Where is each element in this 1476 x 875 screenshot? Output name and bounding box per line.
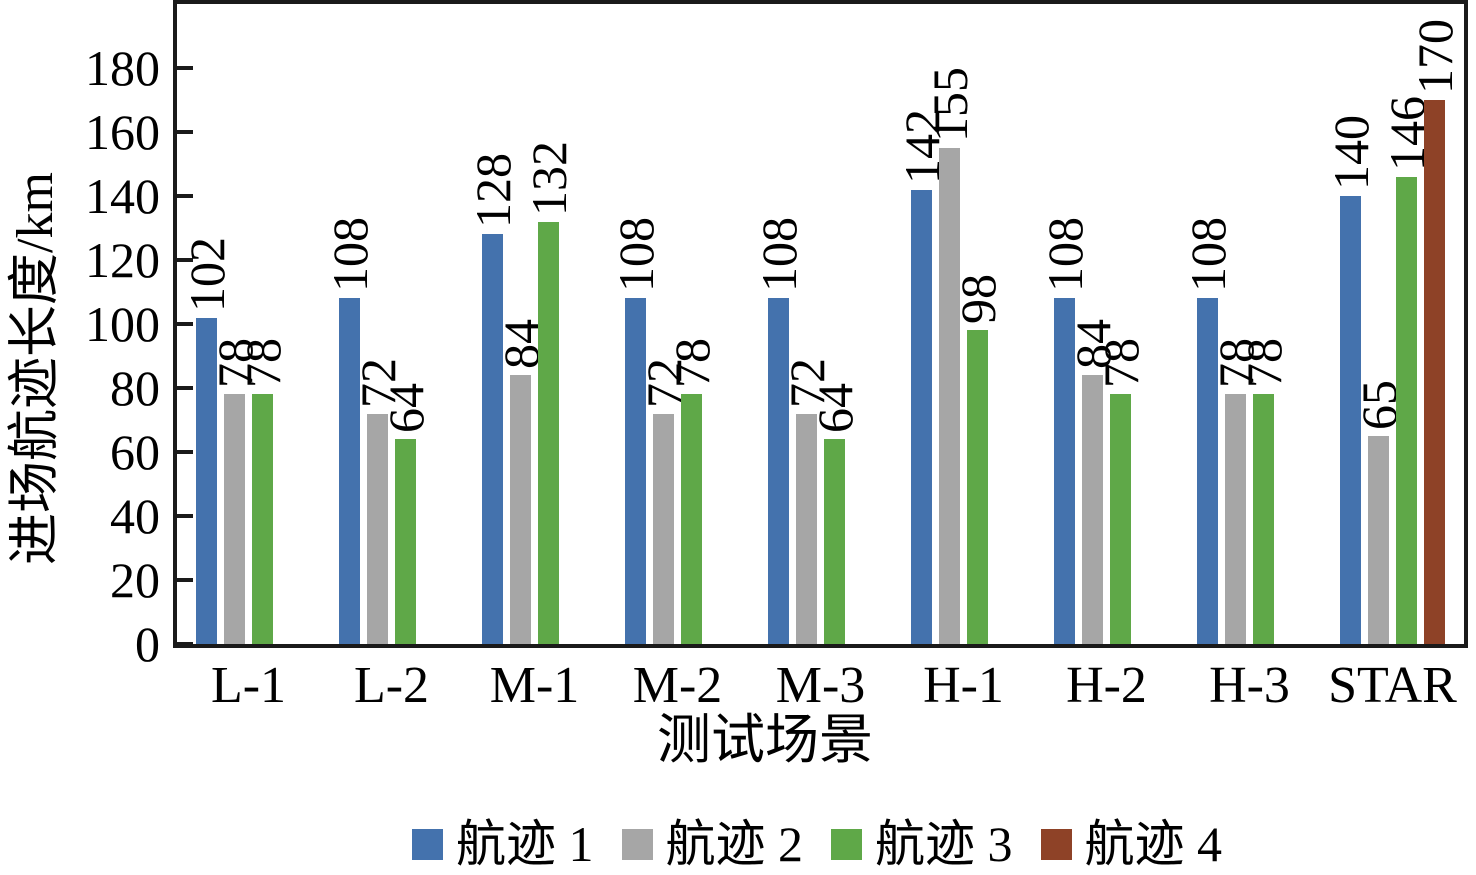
x-axis-category-label: STAR [1328, 657, 1457, 714]
bar [1197, 298, 1218, 644]
y-axis-tick [177, 450, 193, 454]
y-axis-tick-label: 160 [85, 104, 160, 160]
bar [967, 330, 988, 644]
legend-item: 航迹 2 [621, 816, 804, 872]
y-axis-tick-label: 180 [85, 40, 160, 96]
x-axis-category-label: M-1 [489, 657, 580, 714]
y-axis-tick [177, 514, 193, 518]
bar-value-label: 78 [1235, 338, 1292, 389]
bar [1253, 394, 1274, 644]
y-axis-tick [177, 578, 193, 582]
y-axis-tick-label: 120 [85, 232, 160, 288]
bar [824, 439, 845, 644]
bar [681, 394, 702, 644]
bar [1082, 375, 1103, 644]
bar [1368, 436, 1389, 644]
bar [1340, 196, 1361, 644]
y-axis-tick-label: 100 [85, 296, 160, 352]
y-axis-tick-label: 40 [110, 488, 160, 544]
bar [538, 221, 559, 644]
legend-item: 航迹 1 [412, 816, 594, 872]
bar-value-label: 78 [234, 338, 291, 389]
bar-value-label: 64 [806, 383, 863, 434]
y-axis-tick [177, 130, 193, 134]
bar-value-label: 155 [921, 67, 978, 142]
y-axis-tick-label: 80 [110, 360, 160, 416]
legend-swatch [1040, 828, 1072, 860]
x-axis-category-label: H-2 [1066, 657, 1147, 714]
x-axis-category-label: H-1 [923, 657, 1004, 714]
bar-value-label: 102 [178, 236, 235, 312]
y-axis-tick-label: 0 [135, 616, 160, 672]
bar-value-label: 108 [607, 217, 664, 293]
bar [1054, 298, 1075, 644]
x-axis-title: 测试场景 [657, 710, 873, 770]
legend-label: 航迹 4 [1084, 816, 1223, 872]
bar-value-label: 78 [1092, 338, 1149, 389]
bar [224, 394, 245, 644]
bar-value-label: 108 [321, 217, 378, 293]
x-axis-category-label: L-2 [353, 657, 430, 714]
bar [653, 413, 674, 644]
y-axis-tick [177, 258, 193, 262]
y-axis-tick [177, 322, 193, 326]
y-axis-tick-label: 140 [85, 168, 160, 224]
legend-swatch [412, 828, 443, 860]
legend-item: 航迹 4 [1040, 816, 1223, 872]
bar-value-label: 108 [750, 217, 807, 293]
y-axis-tick [177, 66, 193, 70]
bar-value-label: 108 [1036, 217, 1093, 293]
bar [196, 317, 217, 644]
bar-value-label: 140 [1322, 115, 1379, 190]
bar [395, 439, 416, 644]
bar [252, 394, 273, 644]
legend: 航迹 1 航迹 2 航迹 3 航迹 4 [412, 816, 1222, 872]
bar [911, 189, 932, 644]
bar-value-label: 170 [1406, 19, 1463, 94]
x-axis-category-label: L-1 [210, 657, 287, 714]
plot-area: 102 78 78 108 72 64 128 84 132 108 72 78 108 72 64 142 1… [173, 0, 1468, 648]
y-axis-tick [177, 642, 193, 646]
y-axis-tick-label: 20 [110, 552, 160, 608]
bar [482, 234, 503, 644]
bar-value-label: 128 [464, 153, 521, 229]
bar-value-label: 78 [663, 338, 720, 389]
x-axis-category-label: H-3 [1209, 657, 1290, 714]
bar [510, 375, 531, 644]
bar [367, 413, 388, 644]
legend-label: 航迹 3 [875, 816, 1013, 872]
bar-value-label: 108 [1179, 217, 1236, 293]
bar [625, 298, 646, 644]
legend-swatch [831, 828, 862, 860]
x-axis-category-label: M-3 [775, 657, 866, 714]
legend-swatch [621, 828, 653, 860]
y-axis-tick [177, 194, 193, 198]
bar [768, 298, 789, 644]
bar-value-label: 98 [949, 274, 1006, 325]
y-axis-tick [177, 386, 193, 390]
legend-label: 航迹 1 [456, 816, 594, 872]
bar-value-label: 64 [377, 383, 434, 434]
bar [939, 148, 960, 644]
bar [339, 298, 360, 644]
bar [796, 413, 817, 644]
y-axis-tick-label: 60 [110, 424, 160, 480]
legend-item: 航迹 3 [831, 816, 1013, 872]
bar [1396, 176, 1417, 644]
bar [1225, 394, 1246, 644]
legend-label: 航迹 2 [665, 816, 804, 872]
x-axis-category-label: M-2 [632, 657, 723, 714]
bar [1424, 100, 1445, 644]
bar-value-label: 132 [520, 140, 577, 216]
bar [1110, 394, 1131, 644]
